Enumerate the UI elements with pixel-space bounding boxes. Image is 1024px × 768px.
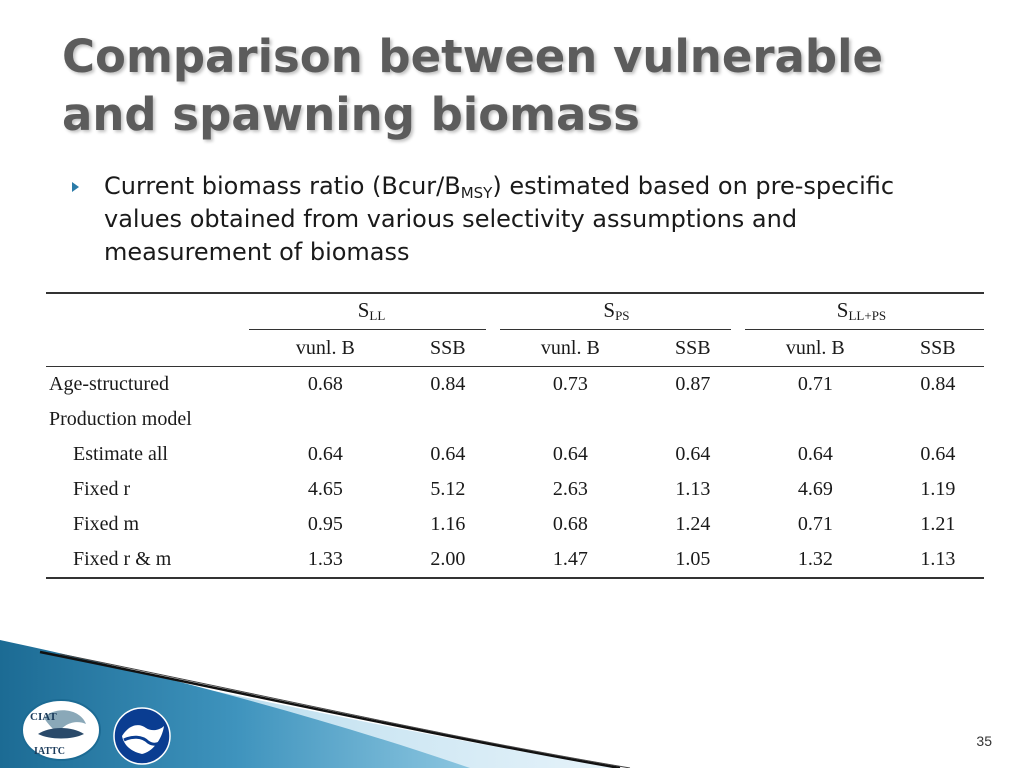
bullet-text-part-1: Current biomass ratio (Bcur/B	[104, 172, 461, 200]
column-header-row: vunl. B SSB vunl. B SSB vunl. B SSB	[46, 330, 984, 367]
table-row: Production model	[46, 402, 984, 437]
title-line-2: and spawning biomass	[62, 88, 640, 141]
group-header-ll: SLL	[249, 293, 494, 330]
bullet-text-part-2: ) estimated based on pre-specific values…	[104, 172, 895, 266]
column-header: vunl. B	[738, 330, 892, 367]
corner-cell	[46, 293, 249, 330]
table-row: Fixed m 0.95 1.16 0.68 1.24 0.71 1.21	[46, 507, 984, 542]
table-cell: 0.64	[797, 443, 833, 465]
bullet-subscript: MSY	[460, 184, 493, 202]
table-cell: 1.21	[920, 513, 956, 535]
bullet-text: Current biomass ratio (Bcur/BMSY) estima…	[104, 170, 964, 269]
row-label-section: Production model	[49, 408, 192, 430]
table-cell: 0.71	[797, 513, 833, 535]
table-cell: 1.05	[646, 542, 739, 579]
row-label: Fixed m	[73, 513, 140, 535]
page-number: 35	[976, 733, 992, 749]
table-cell: 1.32	[738, 542, 892, 579]
table-row: Fixed r & m 1.33 2.00 1.47 1.05 1.32 1.1…	[46, 542, 984, 579]
table-cell: 0.64	[552, 443, 588, 465]
table-cell: 1.24	[675, 513, 711, 535]
table-cell: 5.12	[430, 478, 466, 500]
title-line-1: Comparison between vulnerable	[62, 30, 884, 83]
ciat-iattc-logo: CIAT IATTC	[21, 699, 101, 761]
table-cell: 0.71	[797, 373, 833, 395]
row-label: Estimate all	[73, 443, 168, 465]
iattc-logo-text: IATTC	[34, 746, 65, 757]
table-cell: 1.33	[249, 542, 402, 579]
ciat-logo-text: CIAT	[30, 711, 57, 723]
table-cell: 0.68	[552, 513, 588, 535]
noaa-logo	[113, 707, 171, 765]
table-cell: 2.00	[401, 542, 494, 579]
table-cell: 1.47	[493, 542, 647, 579]
table-cell: 0.73	[552, 373, 588, 395]
group-underline	[249, 329, 486, 330]
slide-title: Comparison between vulnerable and spawni…	[62, 28, 982, 144]
group-header-ps: SPS	[494, 293, 739, 330]
group-header-ll-ps: SLL+PS	[739, 293, 984, 330]
table-cell: 2.63	[552, 478, 588, 500]
table-cell: 0.95	[307, 513, 343, 535]
row-label: Age-structured	[49, 373, 169, 395]
table-cell: 1.13	[675, 478, 711, 500]
table-cell: 0.84	[430, 373, 466, 395]
table-cell: 4.65	[307, 478, 343, 500]
group-underline	[744, 329, 984, 330]
table-row: Age-structured 0.68 0.84 0.73 0.87 0.71 …	[46, 367, 984, 403]
biomass-ratio-table: SLL SPS SLL+PS vunl. B SSB vunl. B SSB v…	[46, 292, 984, 579]
table-cell: 1.16	[430, 513, 466, 535]
table-cell: 0.64	[920, 443, 956, 465]
table-cell: 0.64	[430, 443, 466, 465]
row-label: Fixed r	[73, 478, 131, 500]
group-header-row: SLL SPS SLL+PS	[46, 293, 984, 330]
table-cell: 0.64	[307, 443, 343, 465]
table-cell: 0.87	[675, 373, 711, 395]
column-header: SSB	[646, 330, 739, 367]
table-cell: 0.64	[675, 443, 711, 465]
table-row: Fixed r 4.65 5.12 2.63 1.13 4.69 1.19	[46, 472, 984, 507]
table-cell: 0.84	[920, 373, 956, 395]
table-cell: 1.19	[920, 478, 956, 500]
row-label: Fixed r & m	[46, 542, 249, 579]
triangle-bullet-icon	[72, 182, 79, 192]
table-row: Estimate all 0.64 0.64 0.64 0.64 0.64 0.…	[46, 437, 984, 472]
column-header: SSB	[891, 330, 984, 367]
column-header: vunl. B	[493, 330, 647, 367]
table-cell: 1.13	[891, 542, 984, 579]
table-cell: 4.69	[797, 478, 833, 500]
column-header: SSB	[401, 330, 494, 367]
group-underline	[499, 329, 731, 330]
column-header: vunl. B	[249, 330, 402, 367]
table-cell: 0.68	[307, 373, 343, 395]
